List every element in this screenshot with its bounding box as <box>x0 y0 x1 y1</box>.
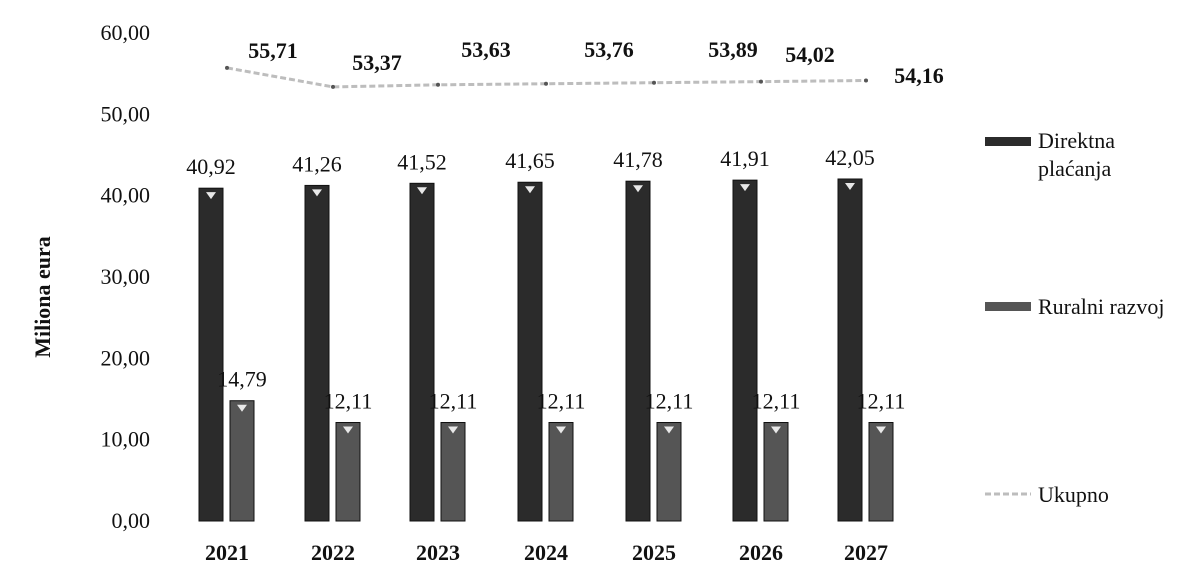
ukupno-point <box>436 82 440 87</box>
x-tick-label: 2022 <box>311 540 355 565</box>
ukupno-point <box>652 80 656 85</box>
data-label: 41,52 <box>397 149 447 174</box>
x-tick-label: 2023 <box>416 540 460 565</box>
bar-marker <box>312 189 322 197</box>
bar-ruralni-razvoj <box>335 422 361 522</box>
x-tick-label: 2021 <box>205 540 249 565</box>
bar-direktna-placanja <box>517 181 543 522</box>
bar-marker <box>633 185 643 193</box>
y-tick-label: 0,00 <box>112 508 151 533</box>
bar-marker <box>771 426 781 434</box>
bar-marker <box>740 184 750 192</box>
bar-marker <box>343 426 353 434</box>
plot-area: 40,92 41,26 41,52 41,65 41,78 41,91 42,05 14,79… <box>186 37 944 522</box>
legend-label-direktna-placanja: Direktna plaćanja <box>1038 128 1115 181</box>
ukupno-data-label: 55,71 <box>248 38 298 63</box>
ukupno-point <box>331 84 335 89</box>
y-tick-label: 10,00 <box>101 427 151 452</box>
ukupno-data-label: 53,76 <box>584 37 634 62</box>
bar-marker <box>876 426 886 434</box>
bar-direktna-placanja <box>304 184 330 522</box>
bar-marker <box>845 182 855 190</box>
bar-ruralni-razvoj <box>763 422 789 522</box>
data-label: 12,11 <box>537 389 586 414</box>
data-label: 12,11 <box>429 389 478 414</box>
legend-label-ruralni-razvoj: Ruralni razvoj <box>1038 294 1164 319</box>
bar-marker <box>664 426 674 434</box>
y-tick-label: 20,00 <box>101 345 151 370</box>
bar-marker <box>556 426 566 434</box>
ukupno-data-label: 53,63 <box>461 37 511 62</box>
x-axis: 2021 2022 2023 2024 2025 2026 2027 <box>205 540 888 565</box>
ukupno-data-label: 54,16 <box>894 63 944 88</box>
data-label: 41,26 <box>292 151 342 176</box>
x-tick-label: 2027 <box>844 540 888 565</box>
bar-direktna-placanja <box>732 179 758 522</box>
y-tick-label: 30,00 <box>101 264 151 289</box>
y-tick-label: 50,00 <box>101 101 151 126</box>
ukupno-data-label: 53,89 <box>708 37 758 62</box>
y-axis: 0,00 10,00 20,00 30,00 40,00 50,00 60,00 <box>101 20 151 533</box>
legend-label-ukupno: Ukupno <box>1038 482 1109 507</box>
y-tick-label: 60,00 <box>101 20 151 45</box>
bar-direktna-placanja <box>409 182 435 522</box>
ukupno-data-label: 53,37 <box>352 50 402 75</box>
data-label: 12,11 <box>752 389 801 414</box>
bar-marker <box>417 187 427 195</box>
x-tick-label: 2024 <box>524 540 568 565</box>
ukupno-data-label: 54,02 <box>785 42 835 67</box>
data-label: 12,11 <box>324 389 373 414</box>
bar-ruralni-razvoj <box>868 422 894 522</box>
bar-direktna-placanja <box>837 178 863 522</box>
bar-ruralni-razvoj <box>229 400 255 522</box>
data-label: 41,91 <box>720 146 770 171</box>
bar-ruralni-razvoj <box>548 422 574 522</box>
bar-direktna-placanja <box>625 180 651 522</box>
bar-marker <box>237 404 247 412</box>
data-label: 42,05 <box>825 145 875 170</box>
bar-marker <box>525 186 535 194</box>
ukupno-point <box>864 78 868 83</box>
y-axis-title: Miliona eura <box>30 236 55 358</box>
bar-marker <box>448 426 458 434</box>
legend-swatch-ruralni-razvoj <box>985 302 1031 311</box>
data-label: 12,11 <box>857 389 906 414</box>
data-label: 41,78 <box>613 147 663 172</box>
legend-swatch-direktna-placanja <box>985 137 1031 146</box>
bar-marker <box>206 192 216 200</box>
data-label: 40,92 <box>186 154 236 179</box>
x-tick-label: 2026 <box>739 540 783 565</box>
bar-ruralni-razvoj <box>656 422 682 522</box>
x-tick-label: 2025 <box>632 540 676 565</box>
bar-ruralni-razvoj <box>440 422 466 522</box>
y-tick-label: 40,00 <box>101 183 151 208</box>
legend: Direktna plaćanja Ruralni razvoj Ukupno <box>985 128 1164 507</box>
ukupno-point <box>225 65 229 70</box>
bar-direktna-placanja <box>198 187 224 522</box>
data-label: 14,79 <box>217 367 267 392</box>
data-label: 12,11 <box>645 389 694 414</box>
data-label: 41,65 <box>505 148 555 173</box>
ukupno-point <box>759 79 763 84</box>
ukupno-point <box>544 81 548 86</box>
